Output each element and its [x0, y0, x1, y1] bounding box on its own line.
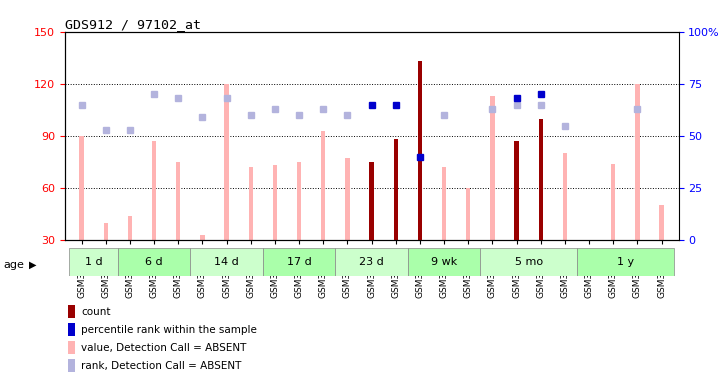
Bar: [538, 118, 543, 240]
Bar: [80, 136, 84, 240]
Bar: [490, 96, 495, 240]
Text: 9 wk: 9 wk: [431, 256, 457, 267]
Text: 17 d: 17 d: [286, 256, 312, 267]
Bar: [393, 140, 398, 240]
Bar: [442, 167, 447, 240]
Bar: [152, 141, 157, 240]
Bar: [577, 248, 673, 276]
Bar: [466, 188, 470, 240]
Bar: [297, 162, 302, 240]
Text: count: count: [81, 307, 111, 317]
Bar: [335, 248, 408, 276]
Text: value, Detection Call = ABSENT: value, Detection Call = ABSENT: [81, 343, 247, 353]
Bar: [118, 248, 190, 276]
Bar: [128, 216, 132, 240]
Bar: [67, 322, 75, 336]
Bar: [408, 248, 480, 276]
Bar: [190, 248, 263, 276]
Text: percentile rank within the sample: percentile rank within the sample: [81, 325, 257, 335]
Bar: [200, 235, 205, 240]
Bar: [369, 162, 374, 240]
Text: 1 y: 1 y: [617, 256, 634, 267]
Bar: [480, 248, 577, 276]
Bar: [345, 159, 350, 240]
Bar: [659, 206, 663, 240]
Bar: [273, 165, 277, 240]
Bar: [538, 162, 543, 240]
Text: 14 d: 14 d: [214, 256, 239, 267]
Bar: [263, 248, 335, 276]
Text: ▶: ▶: [29, 260, 36, 270]
Bar: [369, 162, 374, 240]
Bar: [514, 145, 518, 240]
Text: 5 mo: 5 mo: [515, 256, 543, 267]
Text: 23 d: 23 d: [359, 256, 384, 267]
Bar: [67, 358, 75, 372]
Bar: [635, 84, 640, 240]
Bar: [514, 141, 518, 240]
Bar: [248, 167, 253, 240]
Bar: [225, 84, 229, 240]
Bar: [393, 162, 398, 240]
Bar: [70, 248, 118, 276]
Bar: [321, 131, 325, 240]
Bar: [103, 223, 108, 240]
Text: 1 d: 1 d: [85, 256, 103, 267]
Text: age: age: [4, 260, 24, 270]
Bar: [611, 164, 615, 240]
Text: rank, Detection Call = ABSENT: rank, Detection Call = ABSENT: [81, 361, 242, 371]
Bar: [563, 153, 567, 240]
Bar: [418, 62, 422, 240]
Text: GDS912 / 97102_at: GDS912 / 97102_at: [65, 18, 200, 31]
Bar: [67, 340, 75, 354]
Bar: [176, 162, 180, 240]
Bar: [67, 304, 75, 318]
Text: 6 d: 6 d: [145, 256, 163, 267]
